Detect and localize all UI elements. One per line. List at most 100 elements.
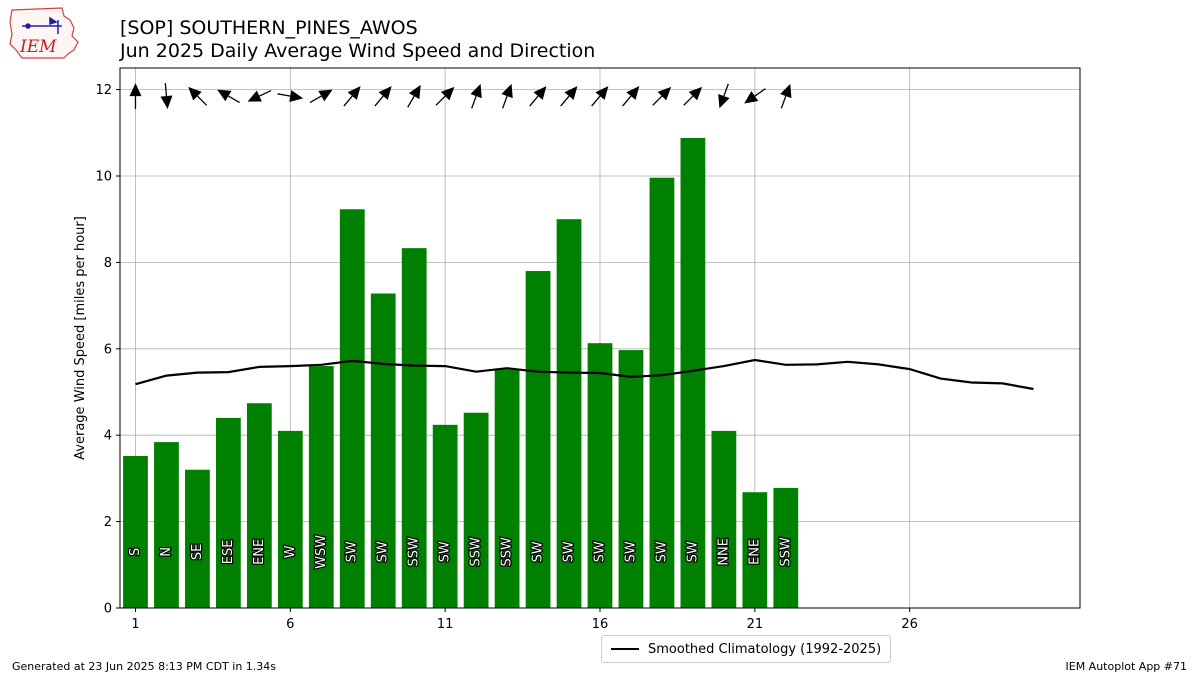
wind-arrow-icon [470, 83, 482, 109]
wind-arrow-head [595, 86, 609, 100]
legend-label: Smoothed Climatology (1992-2025) [648, 641, 882, 657]
wind-arrow-shaft [622, 95, 632, 107]
weather-station-icon [22, 16, 62, 34]
bar [556, 219, 582, 608]
wind-arrow-head [470, 83, 482, 99]
direction-label: SW [593, 541, 608, 562]
bar-series [123, 137, 799, 609]
y-tick-label: 4 [104, 429, 112, 444]
wind-arrow-shaft [529, 95, 539, 107]
direction-label: SW [345, 541, 360, 562]
wind-arrow-icon [718, 83, 730, 109]
wind-arrow-head [318, 89, 333, 102]
wind-arrow-shaft [780, 95, 787, 109]
wind-arrow-shaft [343, 95, 353, 107]
wind-arrow-head [289, 90, 304, 102]
bar [246, 403, 272, 608]
wind-arrow-head [564, 86, 578, 100]
bar [525, 271, 551, 608]
wind-arrow-shaft [196, 95, 208, 106]
y-axis: 0 2 4 6 8 10 12 [95, 83, 120, 617]
wind-arrow-icon [435, 86, 455, 106]
y-tick-label: 8 [104, 256, 112, 271]
wind-arrow-head [408, 84, 421, 100]
direction-label: SW [531, 541, 546, 562]
wind-arrow-shaft [228, 95, 240, 104]
x-tick-label: 6 [286, 617, 294, 632]
direction-label: ENE [252, 539, 267, 565]
bar [308, 366, 334, 608]
wind-arrow-icon [744, 88, 766, 104]
x-axis: 1 6 11 16 21 26 [131, 608, 918, 632]
wind-arrow-icon [374, 86, 392, 107]
wind-arrow-shaft [277, 93, 291, 97]
wind-arrow-shaft [652, 95, 663, 106]
direction-label: SW [376, 541, 391, 562]
direction-labels: S N SE ESE ENE W WSW SW SW SSW SW SSW SSW SW SW SW SW SW S… [127, 534, 795, 571]
bar [649, 177, 675, 608]
bar [370, 293, 396, 608]
direction-label: SSW [778, 537, 793, 567]
wind-arrow-icon [560, 86, 578, 107]
wind-arrow-shaft [683, 95, 694, 106]
chart-subtitle: Jun 2025 Daily Average Wind Speed and Di… [120, 40, 596, 62]
bar [773, 487, 799, 608]
generated-timestamp: Generated at 23 Jun 2025 8:13 PM CDT in … [12, 660, 277, 673]
wind-arrow-icon [247, 89, 272, 102]
direction-label: SSW [500, 537, 515, 567]
wind-arrow-icon [217, 89, 240, 104]
wind-arrow-head [688, 86, 703, 101]
bar [587, 343, 613, 608]
x-tick-label: 26 [901, 617, 918, 632]
bar [432, 424, 458, 608]
direction-label: ENE [747, 539, 762, 565]
x-tick-label: 16 [592, 617, 609, 632]
wind-arrows [129, 83, 792, 110]
bar [339, 209, 365, 609]
wind-arrow-shaft [259, 89, 272, 97]
wind-arrow-head [440, 86, 455, 101]
direction-label: SSW [469, 537, 484, 567]
direction-label: S [128, 548, 143, 556]
iem-logo-text: IEM [19, 37, 57, 57]
wind-arrow-icon [622, 86, 640, 107]
iem-logo: IEM [9, 7, 79, 59]
direction-label: SE [190, 544, 205, 560]
wind-arrow-icon [160, 83, 173, 110]
wind-arrow-head [188, 86, 202, 101]
bar [401, 248, 427, 609]
wind-arrow-icon [129, 83, 142, 110]
bar [185, 469, 210, 608]
wind-arrow-head [744, 91, 759, 104]
direction-label: SW [438, 541, 453, 562]
direction-label: WSW [314, 535, 329, 569]
direction-label: SW [654, 541, 669, 562]
app-credit: IEM Autoplot App #71 [1065, 660, 1188, 673]
wind-arrow-shaft [164, 83, 168, 97]
bar [463, 412, 489, 608]
climatology-line [135, 358, 1034, 391]
bar [494, 369, 520, 608]
wind-arrow-shaft [754, 88, 766, 97]
wind-arrow-icon [343, 86, 361, 107]
wind-arrow-head [347, 86, 361, 100]
bar [742, 492, 768, 608]
y-axis-label: Average Wind Speed [miles per hour] [73, 216, 88, 460]
wind-arrow-head [780, 83, 792, 99]
wind-arrow-head [247, 90, 262, 102]
wind-arrow-icon [652, 86, 672, 106]
direction-label: SW [623, 541, 638, 562]
wind-arrow-head [501, 83, 513, 99]
x-tick-label: 21 [747, 617, 764, 632]
bar [216, 417, 241, 608]
bar [711, 430, 737, 608]
legend: Smoothed Climatology (1992-2025) [601, 635, 892, 663]
wind-arrow-icon [407, 84, 421, 108]
wind-arrow-icon [501, 83, 513, 109]
wind-arrow-head [129, 83, 142, 97]
wind-arrow-shaft [723, 83, 729, 97]
direction-label: W [283, 545, 298, 558]
bar [123, 455, 148, 608]
wind-arrow-head [657, 86, 672, 101]
